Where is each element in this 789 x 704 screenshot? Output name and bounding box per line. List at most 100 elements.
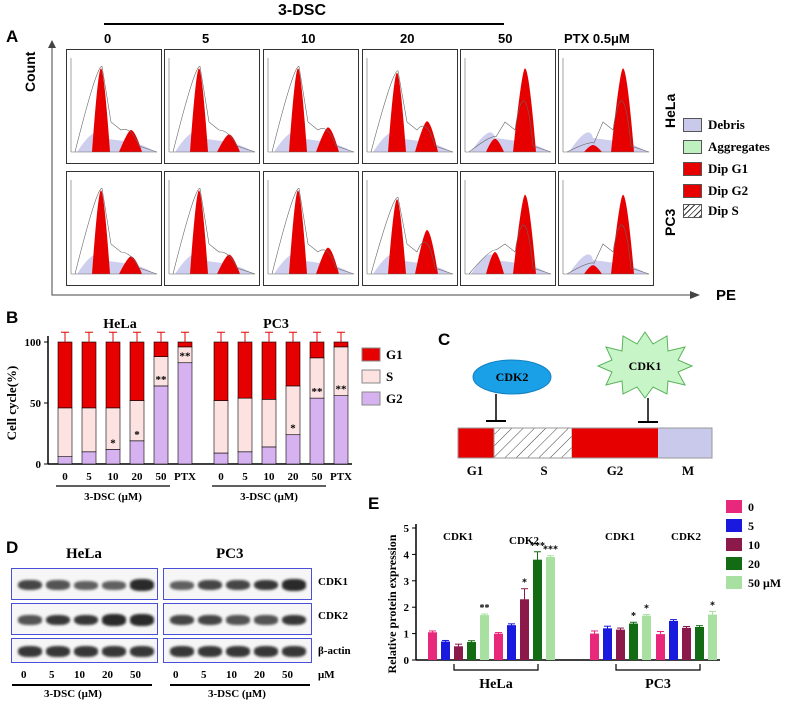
expression-bar (494, 633, 503, 660)
category-label: 20 (288, 471, 300, 483)
histogram-outline (74, 66, 158, 153)
blot-strip (11, 568, 158, 600)
flow-histogram (66, 49, 162, 164)
x-axis-label: 3-DSC (μM) (240, 491, 298, 503)
flow-histogram (558, 49, 654, 164)
bar-segment (105, 341, 121, 409)
flow-histogram (460, 171, 556, 286)
legend-swatch (361, 347, 381, 362)
expression-bar (656, 634, 665, 660)
cdk2-ellipse (472, 359, 552, 395)
significance-mark: * (290, 423, 296, 435)
wb-lane-label: 0 (21, 669, 27, 681)
expression-bar (546, 557, 555, 660)
histogram-outline (74, 188, 158, 275)
phase-s-block (493, 427, 573, 459)
phase-m-block (658, 428, 712, 458)
debris-area (77, 254, 155, 274)
significance-mark: * (710, 600, 715, 611)
g1-peak (388, 199, 406, 274)
legend-debris: Debris (683, 117, 745, 133)
column-label: 20 (400, 31, 415, 46)
legend-label: G1 (386, 347, 403, 362)
bar-segment (129, 440, 145, 465)
y-tick-label: 3 (404, 576, 410, 588)
wb-protein-cdk1: CDK1 (318, 576, 348, 588)
y-tick-label: 0 (404, 655, 410, 667)
cell-label: PC3 (645, 677, 671, 692)
g2-peak (217, 134, 240, 152)
debris-area (569, 254, 647, 274)
cdk2-label: CDK2 (496, 370, 529, 384)
blot-strip (163, 568, 312, 600)
histogram-outline (271, 66, 355, 153)
wb-lane-label: 5 (201, 669, 207, 681)
legend-swatch (361, 391, 381, 406)
blot-strip (11, 638, 158, 663)
category-label: 5 (242, 471, 248, 483)
y-tick-label: 2 (404, 602, 410, 614)
x-axis-label-pe: PE (716, 287, 737, 304)
g2-peak (415, 230, 438, 274)
group-title: HeLa (103, 317, 136, 332)
expression-bar (695, 627, 704, 660)
panel-letter-d: D (6, 538, 19, 557)
expression-bar (520, 599, 529, 660)
wb-lane-label: 20 (102, 669, 113, 681)
cdk1-label: CDK1 (629, 359, 662, 373)
bar-segment (237, 397, 253, 453)
expression-bar (616, 629, 625, 660)
phase-label-g2: G2 (607, 463, 624, 478)
significance-mark: ** (180, 351, 192, 363)
category-label: 10 (264, 471, 276, 483)
bar-segment (153, 341, 169, 357)
bar-segment (213, 341, 229, 401)
g1-peak (486, 252, 504, 274)
g2-peak (119, 130, 142, 152)
protein-group-label: CDK2 (671, 531, 701, 543)
row-label-pc3: PC3 (662, 208, 678, 236)
g1-peak (190, 190, 208, 274)
flow-histogram (362, 49, 458, 164)
significance-mark: ** (156, 374, 168, 386)
expression-bar (642, 615, 651, 660)
flow-histogram (164, 49, 260, 164)
blot-band (282, 646, 306, 657)
blot-band (130, 646, 154, 657)
category-label: 0 (62, 471, 68, 483)
expression-bar (708, 614, 717, 660)
bar-segment (57, 407, 73, 457)
phase-label-g1: G1 (467, 463, 484, 478)
significance-mark: ** (312, 386, 324, 398)
treatment-bracket (104, 23, 504, 25)
swatch-aggregates (683, 140, 702, 154)
legend-dip-g2: Dip G2 (683, 183, 748, 199)
column-label: 0 (104, 31, 112, 46)
cell-cycle-diagram: CDK2 CDK1 G1 S G2 M (457, 331, 713, 478)
g1-peak (289, 190, 307, 274)
significance-mark: *** (543, 545, 558, 556)
blot-strip (11, 603, 158, 635)
expression-bar (441, 641, 450, 660)
significance-mark: ** (480, 603, 490, 614)
bar-segment (177, 341, 193, 348)
bar-segment (213, 452, 229, 465)
g2-peak (217, 254, 240, 274)
histogram-outline (271, 188, 355, 275)
y-tick-label: 5 (404, 523, 410, 535)
flow-histogram (362, 171, 458, 286)
category-label: 20 (132, 471, 144, 483)
wb-lane-label: 10 (74, 669, 85, 681)
panel-letter-b: B (6, 308, 19, 327)
category-label: 10 (108, 471, 120, 483)
blot-strip (163, 603, 312, 635)
wb-xlabel-pc3: 3-DSC (μM) (208, 688, 266, 700)
wb-xlabel-hela: 3-DSC (μM) (44, 688, 102, 700)
g1-peak (289, 68, 307, 152)
wb-bracket-pc3 (170, 684, 310, 686)
g1-peak (388, 72, 406, 152)
g1-peak (92, 68, 110, 152)
bar-segment (285, 434, 301, 465)
flow-histogram (164, 171, 260, 286)
